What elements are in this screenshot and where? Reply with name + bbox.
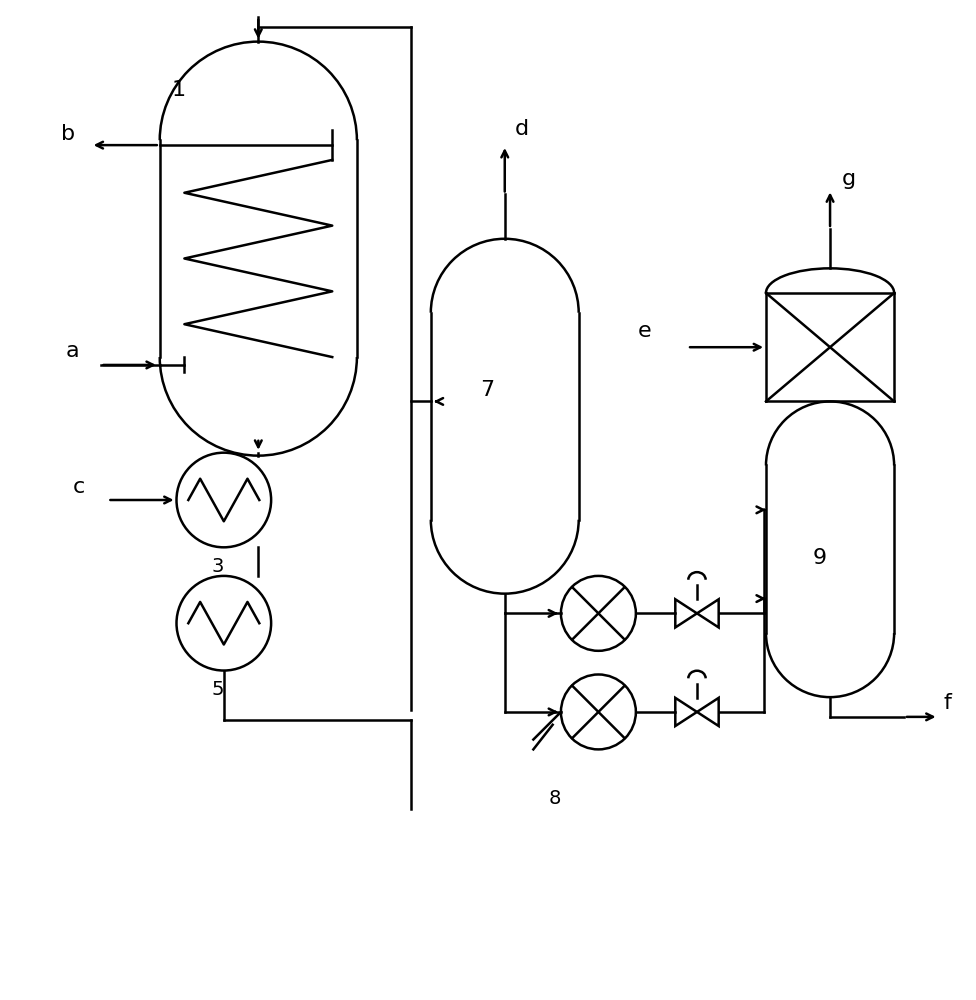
Text: d: d [514,119,529,139]
Text: g: g [842,169,856,189]
Text: 1: 1 [172,80,185,100]
Text: 5: 5 [212,680,224,699]
Text: 7: 7 [480,380,494,400]
Text: e: e [638,321,651,341]
Text: c: c [73,477,85,497]
Text: a: a [66,341,80,361]
Text: 8: 8 [549,789,561,808]
Text: 9: 9 [812,548,827,568]
Text: 3: 3 [212,557,224,576]
Text: b: b [61,124,75,144]
Text: f: f [944,693,952,713]
